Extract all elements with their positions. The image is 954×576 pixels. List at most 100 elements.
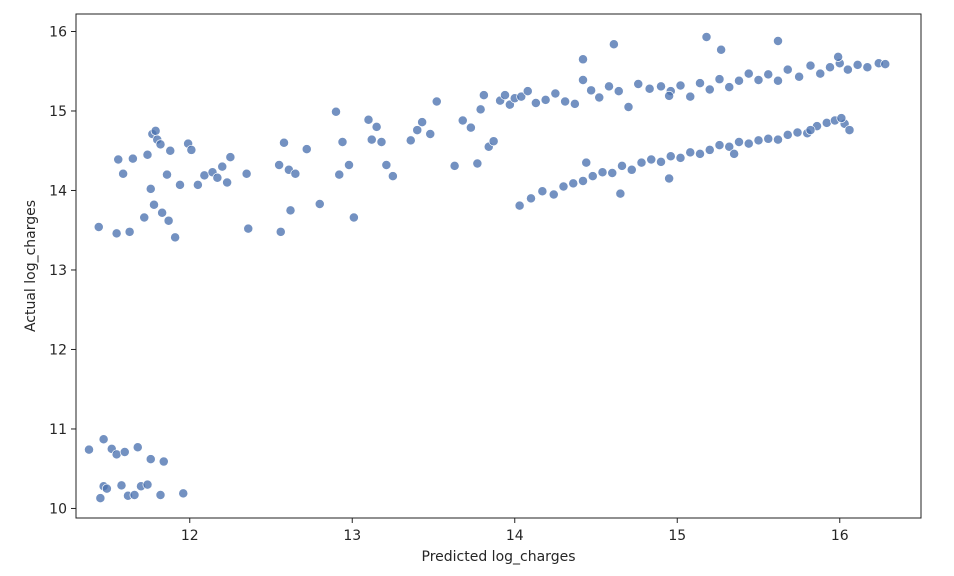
data-point (665, 151, 676, 162)
data-point (568, 178, 579, 189)
data-point (363, 114, 374, 125)
data-point (285, 205, 296, 216)
data-point (178, 488, 189, 499)
data-point (142, 479, 153, 490)
data-point (644, 83, 655, 94)
data-point (587, 171, 598, 182)
x-tick-label: 12 (181, 528, 199, 544)
data-point (743, 68, 754, 79)
data-point (119, 447, 130, 457)
data-point (578, 75, 588, 85)
data-point (540, 94, 551, 105)
data-point (743, 138, 754, 149)
data-point (685, 91, 696, 102)
data-point (405, 135, 416, 146)
data-point (773, 75, 783, 86)
data-point (150, 125, 161, 136)
data-point (578, 54, 588, 65)
data-point (716, 44, 727, 55)
data-point (243, 223, 254, 234)
data-point (608, 39, 619, 50)
data-point (626, 164, 637, 175)
data-point (376, 137, 387, 147)
data-point (656, 81, 666, 92)
data-point (586, 85, 597, 96)
data-point (149, 199, 159, 210)
data-point (116, 480, 127, 491)
data-point (862, 62, 873, 73)
data-point (457, 115, 468, 126)
data-point (475, 104, 486, 115)
data-point (192, 179, 203, 190)
data-point (594, 92, 605, 103)
data-point (753, 75, 764, 85)
data-point (129, 489, 140, 500)
x-axis-ticks: 12 13 14 15 16 (181, 518, 849, 544)
data-point (537, 186, 548, 197)
data-point (387, 171, 398, 182)
data-point (656, 156, 666, 167)
data-point (724, 141, 735, 152)
data-point (412, 125, 423, 136)
data-point (101, 483, 112, 494)
y-tick-label: 13 (49, 263, 67, 279)
data-point (805, 60, 816, 71)
data-point (782, 64, 793, 75)
data-point (142, 149, 153, 160)
data-point (613, 86, 624, 97)
data-point (578, 175, 588, 186)
x-axis-label: Predicted log_charges (422, 549, 576, 565)
data-point (301, 144, 312, 155)
data-point (366, 134, 377, 145)
data-point (449, 160, 460, 171)
data-point (331, 106, 341, 117)
data-point (530, 98, 541, 108)
data-point (222, 177, 233, 188)
data-point (646, 154, 657, 165)
data-point (844, 125, 855, 136)
data-point (111, 228, 122, 239)
y-tick-label: 16 (49, 24, 67, 40)
data-point (664, 90, 675, 101)
data-point (636, 157, 647, 168)
data-point (773, 134, 783, 145)
data-point (734, 137, 744, 147)
data-point (478, 90, 489, 101)
data-point (162, 169, 172, 180)
data-point (132, 442, 143, 453)
data-point (558, 181, 569, 192)
data-point (704, 84, 715, 95)
data-point (714, 74, 725, 85)
data-point (526, 193, 536, 204)
data-point (139, 212, 150, 223)
data-point (334, 169, 345, 180)
data-point (695, 148, 705, 159)
y-tick-label: 10 (49, 501, 67, 517)
data-point (560, 96, 571, 107)
data-point (170, 232, 181, 243)
data-point (805, 125, 816, 136)
data-point (581, 157, 592, 168)
data-point (158, 456, 169, 467)
data-point (118, 168, 129, 179)
data-point (98, 434, 109, 445)
data-point (348, 212, 359, 223)
data-point (113, 154, 124, 165)
data-point (833, 51, 844, 62)
data-point (825, 62, 835, 73)
data-point (753, 135, 764, 146)
data-point (157, 207, 168, 218)
data-point (274, 160, 285, 170)
plot-area (75, 13, 922, 519)
data-point (431, 96, 442, 107)
data-point (724, 82, 735, 93)
data-point (84, 444, 94, 455)
data-point (279, 137, 289, 148)
y-tick-label: 12 (49, 342, 67, 358)
data-point (714, 140, 725, 151)
data-point (145, 183, 156, 194)
data-point (522, 86, 533, 97)
data-point (425, 129, 436, 139)
data-point (675, 152, 686, 163)
data-point (381, 160, 392, 170)
